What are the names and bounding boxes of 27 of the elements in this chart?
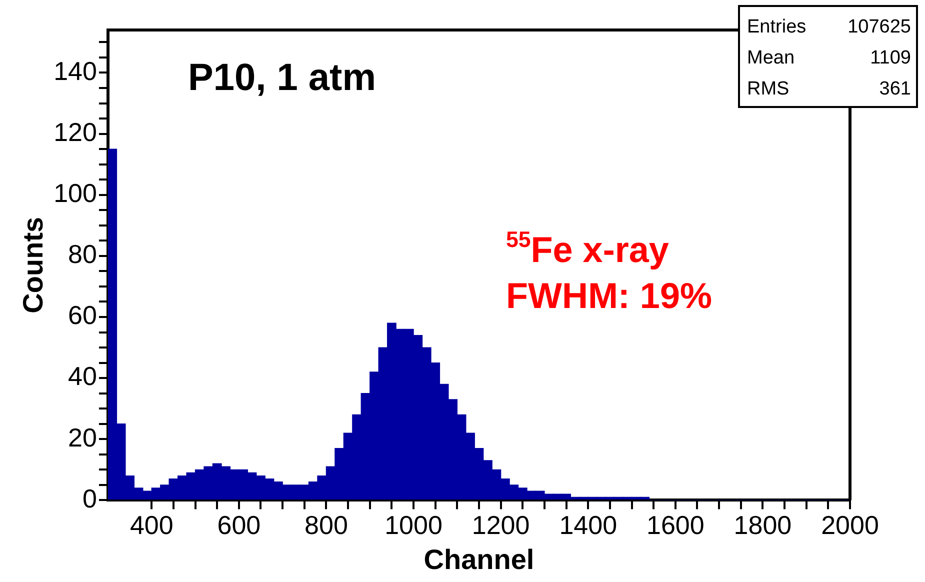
y-tick-label: 20 bbox=[68, 422, 97, 452]
text: 1109 bbox=[870, 48, 911, 69]
y-tick-label: 140 bbox=[54, 56, 97, 86]
text: 361 bbox=[879, 78, 911, 100]
x-tick-label: 2000 bbox=[821, 510, 879, 540]
y-axis-title: Counts bbox=[18, 216, 49, 314]
annotation: Mean bbox=[747, 48, 795, 69]
x-tick-label: 1000 bbox=[384, 510, 442, 540]
x-axis-title: Channel bbox=[424, 544, 534, 575]
x-tick-label: 600 bbox=[217, 510, 261, 540]
x-tick-label: 1200 bbox=[472, 510, 530, 540]
annotation: RMS bbox=[747, 78, 790, 100]
y-tick-label: 60 bbox=[68, 300, 97, 330]
annotation: FWHM: 19% bbox=[506, 275, 712, 316]
annotation: P10, 1 atm bbox=[188, 57, 376, 99]
x-tick-label: 400 bbox=[130, 510, 174, 540]
x-tick-label: 1800 bbox=[734, 510, 792, 540]
x-tick-label: 1600 bbox=[646, 510, 704, 540]
y-tick-label: 40 bbox=[68, 361, 97, 392]
y-tick-label: 0 bbox=[82, 483, 97, 514]
x-tick-label: 1400 bbox=[559, 510, 618, 540]
annotation: Entries bbox=[747, 16, 806, 38]
x-tick-label: 800 bbox=[304, 510, 348, 540]
y-tick-label: 100 bbox=[54, 178, 97, 208]
y-tick-label: 80 bbox=[68, 239, 97, 270]
y-tick-label: 120 bbox=[54, 116, 97, 147]
annotation: 107625 bbox=[848, 16, 911, 38]
